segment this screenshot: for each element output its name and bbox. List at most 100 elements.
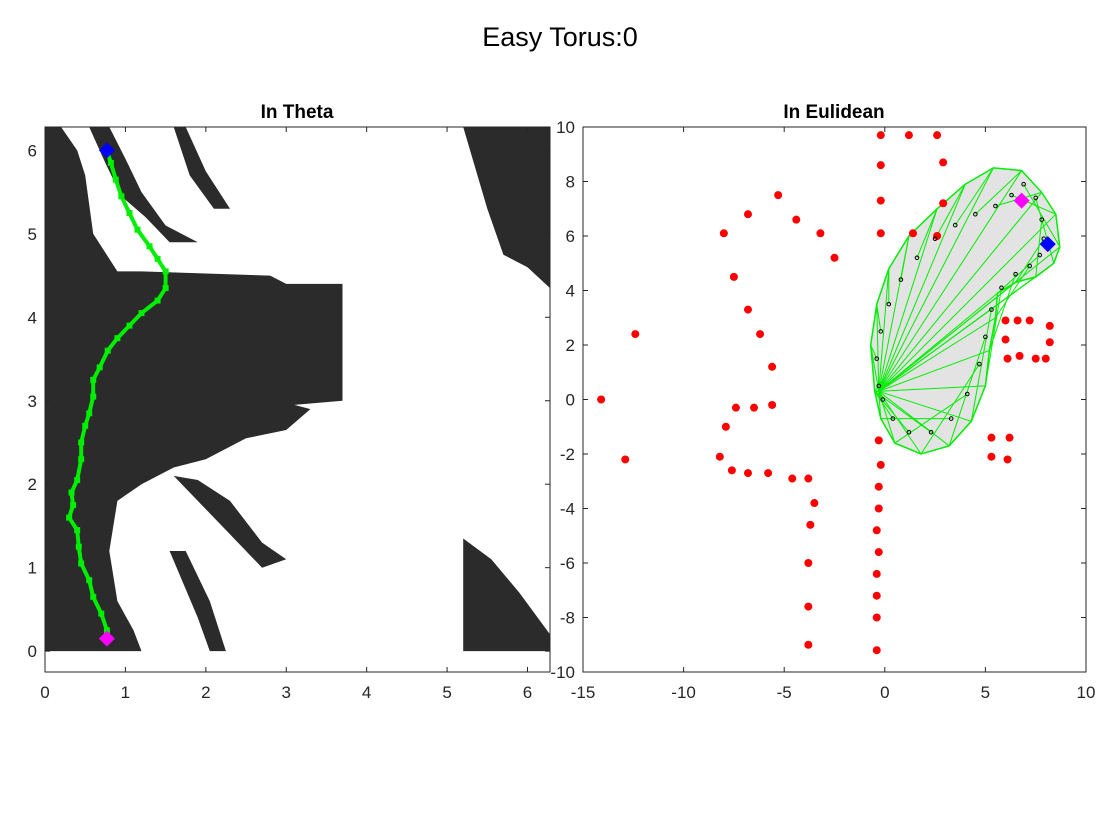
obstacle-point [939, 199, 948, 208]
obstacle-point [743, 469, 752, 478]
trace-dot [898, 277, 904, 282]
obstacle-point [1001, 335, 1010, 344]
trace-dot [890, 416, 896, 421]
arm-link-line [878, 281, 1016, 392]
obstacle-region [173, 127, 230, 209]
obstacle-point [768, 362, 777, 371]
trace-dot [948, 416, 954, 421]
euclidean-plot-title: In Eulidean [783, 102, 884, 123]
arm-segment-line [934, 183, 966, 239]
arm-link-line [878, 385, 986, 392]
arm-link-line [878, 213, 1057, 392]
obstacle-point [804, 640, 813, 649]
obstacle-point [933, 131, 942, 140]
obstacle-point [1025, 316, 1034, 325]
trace-dot [876, 383, 882, 389]
euclidean-ytick-label: -6 [560, 554, 575, 573]
euclidean-ytick-label: 8 [566, 173, 575, 192]
theta-path-point [138, 310, 145, 317]
obstacle-point [876, 131, 885, 140]
trace-dot [964, 391, 970, 397]
obstacle-point [1041, 354, 1050, 363]
figure-suptitle: Easy Torus:0 [482, 22, 638, 52]
trace-dot [999, 285, 1004, 291]
theta-ticks: 0 1 2 3 4 5 6 0 1 2 3 4 5 6 [28, 127, 550, 702]
trace-dot [1033, 195, 1038, 201]
arm-link-line [878, 208, 938, 392]
obstacle-point [1003, 354, 1012, 363]
arm-link-line [878, 184, 966, 392]
obstacle-point [1045, 338, 1054, 347]
obstacle-point [804, 602, 813, 611]
obstacle-point [1001, 316, 1010, 325]
theta-xtick-label: 3 [282, 683, 291, 702]
obstacle-point [872, 591, 881, 600]
trace-dot [983, 334, 988, 340]
euclidean-xtick-label: 10 [1077, 683, 1096, 702]
theta-path-point [112, 176, 119, 183]
trace-dot [906, 429, 912, 435]
arm-segment-line [970, 309, 992, 422]
arm-segment-line [1023, 183, 1061, 248]
theta-start-marker [98, 630, 115, 647]
theta-xtick-label: 4 [362, 683, 371, 702]
obstacle-point [876, 229, 885, 238]
theta-ytick-label: 3 [28, 392, 37, 411]
theta-goal-marker [98, 142, 115, 159]
trace-dot [989, 307, 994, 312]
theta-path-point [114, 335, 121, 342]
obstacle-point [1015, 351, 1024, 360]
trace-dot [1009, 192, 1014, 198]
theta-path-point [70, 502, 77, 509]
obstacle-region [463, 127, 550, 289]
arm-segment-line [874, 391, 894, 419]
arm-segment-line [874, 385, 880, 392]
euclidean-ytick-label: -10 [550, 663, 575, 682]
arm-segment-line [916, 208, 938, 258]
obstacle-point [987, 433, 996, 442]
obstacle-point [830, 253, 839, 262]
obstacle-region [463, 379, 550, 652]
theta-path-point [78, 560, 85, 567]
obstacle-point [933, 232, 942, 240]
obstacle-point [631, 330, 640, 339]
arm-segment-line [870, 344, 878, 359]
euclidean-ytick-label: 2 [566, 336, 575, 355]
euclidean-xtick-label: 5 [981, 683, 990, 702]
obstacle-point [987, 452, 996, 461]
theta-ytick-label: 5 [28, 225, 37, 244]
trace-dot [914, 255, 920, 261]
arm-link-line [878, 390, 972, 422]
arm-link-line [878, 192, 1043, 392]
trace-dot [1027, 263, 1032, 269]
obstacle-point [743, 210, 752, 219]
theta-path-point [104, 347, 111, 354]
obstacle-point [715, 452, 724, 461]
theta-axes-box [44, 126, 551, 673]
theta-plot: In Theta 0 1 2 3 4 5 6 0 1 2 3 4 5 6 [28, 102, 551, 702]
obstacle-point [806, 520, 815, 529]
arm-segment-line [1035, 219, 1043, 277]
theta-ytick-label: 2 [28, 475, 37, 494]
arm-segment-line [984, 287, 1002, 386]
euclidean-ytick-label: -2 [560, 445, 575, 464]
euclidean-xtick-label: 0 [880, 683, 889, 702]
trace-dot [874, 356, 880, 361]
obstacle-point [804, 559, 813, 567]
theta-path-point [66, 514, 73, 521]
euclidean-ytick-label: -8 [560, 609, 575, 628]
theta-path-point [98, 610, 105, 617]
theta-path-point [86, 410, 93, 417]
theta-xtick-label: 2 [201, 683, 210, 702]
obstacle-point [719, 229, 728, 238]
theta-path-point [74, 477, 81, 484]
theta-path-point [126, 322, 133, 329]
obstacle-region [89, 127, 198, 243]
theta-path-point [78, 456, 85, 463]
theta-xtick-label: 1 [121, 683, 130, 702]
obstacle-point [816, 229, 825, 238]
theta-path-point [107, 159, 114, 166]
obstacle-point [904, 131, 913, 140]
